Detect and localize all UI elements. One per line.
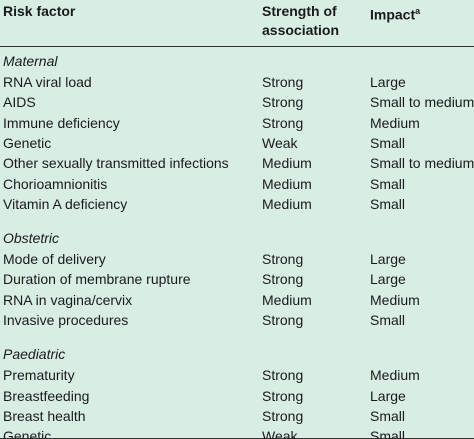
table-cell: Strong xyxy=(262,114,304,131)
table-cell: Small xyxy=(370,312,406,328)
header-cell: Strength of association xyxy=(262,3,340,38)
table-cell: Genetic xyxy=(3,134,52,151)
table-cell: Breast health xyxy=(3,407,86,424)
footnote-mark: a xyxy=(415,6,421,16)
table-cell: Small xyxy=(370,175,406,192)
table-cell: Small xyxy=(370,407,406,424)
table-cell: AIDS xyxy=(3,94,36,111)
table-cell: Medium xyxy=(262,291,312,308)
table-cell: Small xyxy=(370,428,406,439)
table-cell: Large xyxy=(370,251,406,268)
table-cell: Strong xyxy=(262,367,304,384)
table-cell: Medium xyxy=(262,175,312,192)
table-cell: Strong xyxy=(262,387,304,404)
table-cell: Medium xyxy=(262,155,312,172)
header-rule xyxy=(0,46,474,47)
table-cell: RNA in vagina/cervix xyxy=(3,291,133,308)
table-cell: Small xyxy=(370,195,406,212)
table-cell: Medium xyxy=(370,367,420,384)
table-cell: Large xyxy=(370,271,406,288)
table-cell: Small to medium xyxy=(370,94,474,111)
table-cell: Strong xyxy=(262,251,304,268)
header-cell: Risk factor xyxy=(3,3,76,19)
table-cell: Weak xyxy=(262,428,298,439)
table-cell: Strong xyxy=(262,74,304,90)
table-cell: Mode of delivery xyxy=(3,251,106,268)
table-cell: Large xyxy=(370,74,406,90)
table-cell: Other sexually transmitted infections xyxy=(3,155,229,172)
table-cell: Medium xyxy=(370,114,420,131)
table-cell: Strong xyxy=(262,312,304,328)
table-cell: Strong xyxy=(262,407,304,424)
table-cell: Strong xyxy=(262,94,304,111)
table-cell: Genetic xyxy=(3,428,52,439)
table-cell: Large xyxy=(370,387,406,404)
table-cell: Weak xyxy=(262,134,298,151)
table-cell: Small xyxy=(370,134,406,151)
table-cell: RNA viral load xyxy=(3,74,92,90)
table-cell: Prematurity xyxy=(3,367,75,384)
table-cell: Chorioamnionitis xyxy=(3,175,108,192)
table-cell: Breastfeeding xyxy=(3,387,90,404)
table-cell: Immune deficiency xyxy=(3,114,120,131)
section-title: Maternal xyxy=(3,53,58,69)
table-cell: Invasive procedures xyxy=(3,312,129,328)
header-text: Impact xyxy=(370,6,416,23)
table-cell: Medium xyxy=(262,195,312,212)
section-title: Paediatric xyxy=(3,346,66,363)
header-cell: Impacta xyxy=(370,2,420,25)
table-cell: Vitamin A deficiency xyxy=(3,195,128,212)
table-cell: Duration of membrane rupture xyxy=(3,271,191,288)
table-cell: Small to medium xyxy=(370,155,474,172)
table-cell: Strong xyxy=(262,271,304,288)
table-cell: Medium xyxy=(370,291,420,308)
section-title: Obstetric xyxy=(3,230,60,247)
